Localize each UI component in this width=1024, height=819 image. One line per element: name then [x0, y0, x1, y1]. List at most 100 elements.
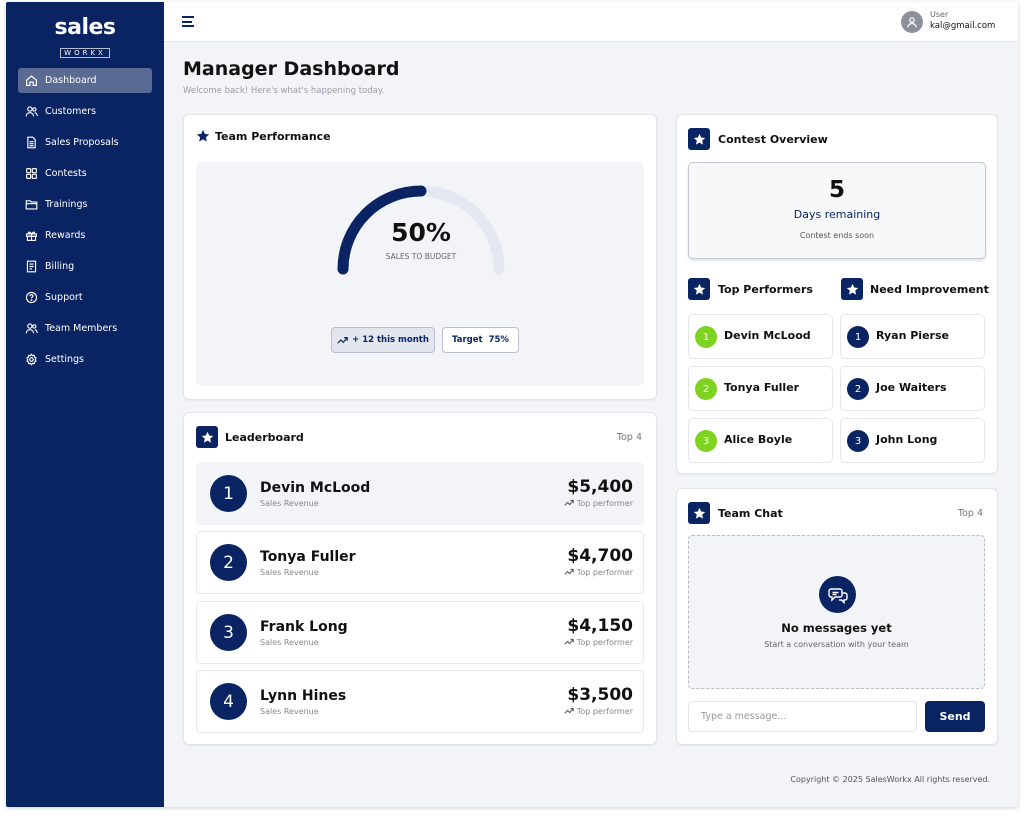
star-icon [196, 129, 210, 142]
target-pill[interactable]: Target 75% [442, 327, 519, 353]
grid-icon [26, 168, 37, 179]
sales-gauge [337, 185, 505, 275]
performer-tag-label: Top performer [576, 499, 633, 508]
member-name: Alice Boyle [724, 433, 793, 446]
help-icon [25, 291, 38, 304]
sidebar-item-dashboard[interactable]: Dashboard [18, 68, 152, 93]
leaderboard-scope[interactable]: Top 4 [616, 432, 642, 443]
member-name: Devin McLood [260, 480, 371, 496]
leaderboard-row[interactable]: 3 Frank Long Sales Revenue $4,150 Top pe… [196, 601, 644, 664]
user-icon [907, 17, 917, 28]
user-email: kal@gmail.com [930, 21, 996, 31]
sidebar-item-sales-proposals[interactable]: Sales Proposals [18, 130, 152, 155]
sidebar-item-team-members[interactable]: Team Members [18, 316, 152, 341]
sidebar-item-billing[interactable]: Billing [18, 254, 152, 279]
card-title: Team Chat [718, 507, 783, 520]
member-name: Tonya Fuller [260, 549, 356, 565]
rank-badge: 2 [847, 378, 869, 400]
sidebar-item-customers[interactable]: Customers [18, 99, 152, 124]
app-window: sales WORKX Dashboard Customers Sales Pr… [6, 2, 1018, 807]
brand-logo[interactable]: sales WORKX [6, 16, 164, 59]
need-improvement-item[interactable]: 2 Joe Waiters [840, 366, 985, 411]
trend-pill[interactable]: + 12 this month [331, 327, 435, 353]
team-chat-card: Team Chat Top 4 No messages yet Start a … [676, 488, 998, 745]
rank-badge: 4 [210, 683, 247, 720]
top-performers-star-badge [688, 278, 710, 300]
users-icon [25, 106, 38, 117]
top-performer-item[interactable]: 3 Alice Boyle [688, 418, 833, 463]
star-icon [201, 431, 213, 443]
sidebar-item-settings[interactable]: Settings [18, 347, 152, 372]
chat-scope[interactable]: Top 4 [957, 508, 983, 519]
document-icon [27, 136, 36, 149]
contest-end-note: Contest ends soon [799, 231, 875, 240]
gauge-value-label: 50% [391, 218, 451, 247]
member-metric: Sales Revenue [260, 707, 319, 716]
sidebar-item-trainings[interactable]: Trainings [18, 192, 152, 217]
top-performers-title: Top Performers [718, 283, 813, 296]
contest-countdown-box: 5 Days remaining Contest ends soon [688, 162, 986, 259]
sidebar-item-label: Contests [45, 168, 87, 179]
chat-bubbles-icon [827, 587, 848, 604]
top-bar: User kal@gmail.com [164, 2, 1018, 42]
need-improvement-item[interactable]: 3 John Long [840, 418, 985, 463]
sidebar-item-label: Team Members [45, 323, 118, 334]
rank-badge: 3 [210, 614, 247, 651]
trending-up-icon [564, 568, 574, 575]
team-icon [25, 323, 38, 334]
days-count: 5 [828, 177, 845, 203]
sidebar-item-rewards[interactable]: Rewards [18, 223, 152, 248]
leaderboard-star-badge [196, 426, 218, 448]
star-icon [846, 283, 858, 295]
gauge-panel: 50% SALES TO BUDGET + 12 this month Targ… [196, 162, 644, 386]
member-metric: Sales Revenue [260, 568, 319, 577]
member-name: John Long [876, 433, 938, 446]
send-button[interactable]: Send [925, 701, 985, 732]
member-name: Frank Long [260, 619, 348, 635]
rank-badge: 1 [695, 326, 717, 348]
star-icon [693, 507, 705, 519]
user-avatar[interactable] [901, 11, 923, 33]
page-title: Manager Dashboard [183, 58, 400, 80]
need-improvement-item[interactable]: 1 Ryan Pierse [840, 314, 985, 359]
chat-messages-area: No messages yet Start a conversation wit… [688, 535, 985, 689]
gauge-fill [337, 185, 427, 275]
member-name: Devin McLood [724, 329, 811, 342]
sidebar-item-label: Dashboard [45, 75, 97, 86]
empty-chat-title: No messages yet [781, 621, 892, 635]
contest-star-badge [688, 128, 710, 150]
contest-overview-card: Contest Overview 5 Days remaining Contes… [676, 114, 998, 474]
home-icon [26, 75, 37, 86]
trending-up-icon [564, 707, 574, 714]
footer-copyright: Copyright © 2025 SalesWorkx All rights r… [790, 775, 990, 784]
member-metric: Sales Revenue [260, 499, 319, 508]
top-performer-item[interactable]: 2 Tonya Fuller [688, 366, 833, 411]
rank-badge: 3 [695, 430, 717, 452]
performer-tag: Top performer [564, 499, 633, 508]
card-title: Team Performance [215, 130, 331, 143]
menu-toggle-icon[interactable] [182, 16, 194, 27]
top-performer-item[interactable]: 1 Devin McLood [688, 314, 833, 359]
revenue-amount: $4,700 [567, 546, 633, 566]
message-input[interactable] [688, 701, 917, 732]
revenue-amount: $4,150 [567, 616, 633, 636]
member-name: Lynn Hines [260, 688, 347, 704]
leaderboard-row[interactable]: 2 Tonya Fuller Sales Revenue $4,700 Top … [196, 531, 644, 594]
leaderboard-row[interactable]: 1 Devin McLood Sales Revenue $5,400 Top … [196, 462, 644, 525]
empty-chat-subtitle: Start a conversation with your team [764, 640, 909, 649]
need-improvement-star-badge [841, 278, 863, 300]
performer-tag-label: Top performer [576, 568, 633, 577]
member-name: Tonya Fuller [724, 381, 800, 394]
card-title: Leaderboard [225, 431, 304, 444]
member-name: Joe Waiters [876, 381, 947, 394]
star-icon [693, 133, 705, 145]
leaderboard-card: Leaderboard Top 4 1 Devin McLood Sales R… [183, 412, 657, 745]
sidebar-item-label: Support [45, 292, 83, 303]
sidebar-item-support[interactable]: Support [18, 285, 152, 310]
member-name: Ryan Pierse [876, 329, 949, 342]
leaderboard-row[interactable]: 4 Lynn Hines Sales Revenue $3,500 Top pe… [196, 670, 644, 733]
days-label: Days remaining [793, 208, 881, 221]
sidebar-item-contests[interactable]: Contests [18, 161, 152, 186]
trending-up-icon [337, 337, 348, 344]
card-title: Contest Overview [718, 133, 828, 146]
